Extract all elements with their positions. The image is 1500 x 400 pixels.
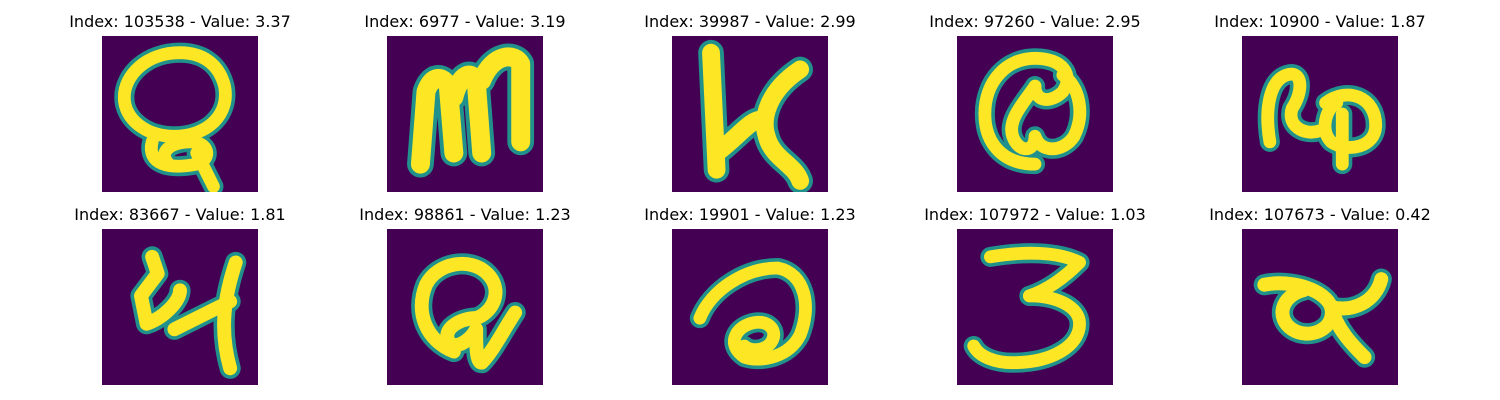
panel-title: Index: 39987 - Value: 2.99 — [644, 12, 856, 31]
glyph-image — [672, 36, 828, 192]
grid-cell: Index: 103538 - Value: 3.37 — [50, 10, 310, 192]
panel-title: Index: 103538 - Value: 3.37 — [69, 12, 291, 31]
glyph-image — [102, 229, 258, 385]
grid-cell: Index: 83667 - Value: 1.81 — [50, 203, 310, 385]
glyph-image — [672, 229, 828, 385]
glyph-image — [957, 229, 1113, 385]
grid-cell: Index: 98861 - Value: 1.23 — [335, 203, 595, 385]
grid-cell: Index: 6977 - Value: 3.19 — [335, 10, 595, 192]
glyph-image — [1242, 36, 1398, 192]
panel-title: Index: 10900 - Value: 1.87 — [1214, 12, 1426, 31]
panel-title: Index: 107972 - Value: 1.03 — [924, 205, 1146, 224]
grid-cell: Index: 39987 - Value: 2.99 — [620, 10, 880, 192]
panel-title: Index: 19901 - Value: 1.23 — [644, 205, 856, 224]
grid-cell: Index: 10900 - Value: 1.87 — [1190, 10, 1450, 192]
panel-title: Index: 97260 - Value: 2.95 — [929, 12, 1141, 31]
grid-cell: Index: 107972 - Value: 1.03 — [905, 203, 1165, 385]
panel-title: Index: 83667 - Value: 1.81 — [74, 205, 286, 224]
panel-title: Index: 107673 - Value: 0.42 — [1209, 205, 1431, 224]
grid-cell: Index: 97260 - Value: 2.95 — [905, 10, 1165, 192]
glyph-image — [957, 36, 1113, 192]
panel-title: Index: 98861 - Value: 1.23 — [359, 205, 571, 224]
panel-title: Index: 6977 - Value: 3.19 — [364, 12, 566, 31]
glyph-image — [387, 229, 543, 385]
grid-cell: Index: 107673 - Value: 0.42 — [1190, 203, 1450, 385]
grid-cell: Index: 19901 - Value: 1.23 — [620, 203, 880, 385]
glyph-image — [1242, 229, 1398, 385]
glyph-image — [387, 36, 543, 192]
glyph-image — [102, 36, 258, 192]
